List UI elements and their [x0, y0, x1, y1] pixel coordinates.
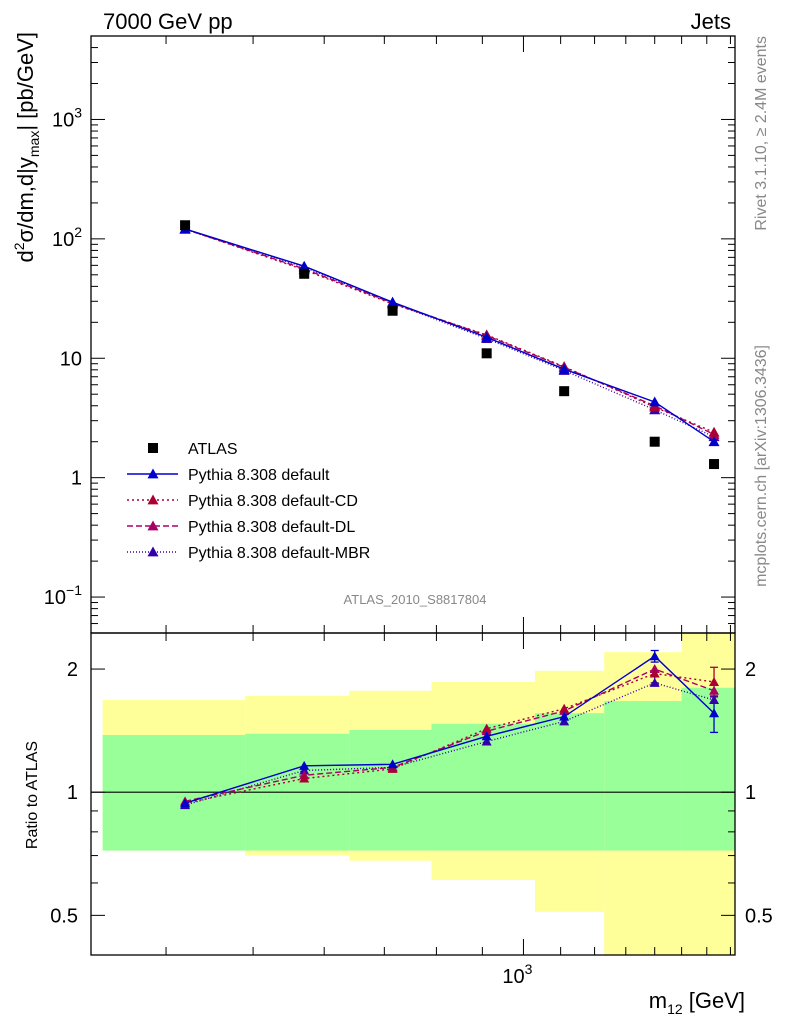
main-ytick-label: 10−1: [44, 582, 82, 609]
ratio-point-pythia-8-308-default-mbr: [649, 677, 660, 687]
process-label: Jets: [691, 9, 731, 34]
ratio-ytick-label-right: 0.5: [745, 905, 773, 927]
main-line-pythia-8-308-default-mbr: [184, 228, 715, 438]
ratio-point-pythia-8-308-default-mbr: [559, 716, 570, 726]
ratio-ytick-label-left: 2: [67, 659, 78, 681]
x-tick-label: 103: [502, 961, 532, 988]
x-axis-label: m12 [GeV]: [649, 988, 745, 1017]
ylabel-end: | [pb/GeV]: [13, 32, 38, 131]
ratio-point-pythia-8-308-default: [180, 798, 191, 808]
ratio-ytick-label-left: 1: [67, 782, 78, 804]
mcplots-label: mcplots.cern.ch [arXiv:1306.3436]: [753, 345, 770, 587]
ratio-point-pythia-8-308-default: [387, 759, 398, 769]
legend-marker-pythia-8-308-default-mbr: [147, 546, 159, 557]
ratio-point-pythia-8-308-default-cd: [387, 763, 398, 773]
energy-label: 7000 GeV pp: [103, 9, 233, 34]
ratio-point-pythia-8-308-default: [649, 651, 660, 661]
main-line-pythia-8-308-default-dl: [184, 228, 715, 436]
ratio-point-pythia-8-308-default-cd: [481, 723, 492, 733]
legend-label-pythia-8-308-default: Pythia 8.308 default: [188, 467, 330, 484]
green-band-bin: [534, 713, 605, 851]
main-frame: [90, 35, 736, 634]
ratio-point-pythia-8-308-default-cd: [559, 703, 570, 713]
legend-marker-pythia-8-308-default-dl: [147, 520, 159, 531]
ratio-point-pythia-8-308-default-cd: [649, 668, 660, 678]
atlas-data-point: [299, 268, 310, 279]
ylabel-d: d: [13, 250, 38, 262]
ratio-plot-area: [180, 649, 720, 810]
ratio-point-pythia-8-308-default-mbr: [481, 736, 492, 746]
ratio-ylabel: Ratio to ATLAS: [24, 741, 41, 849]
rivet-label: Rivet 3.1.10, ≥ 2.4M events: [753, 36, 770, 231]
atlas-data-point: [387, 305, 398, 316]
green-band-bin: [349, 729, 432, 851]
ratio-ytick-label-right: 2: [745, 659, 756, 681]
main-point-pythia-8-308-default: [387, 296, 399, 307]
ratio-ytick-label-right: 1: [745, 782, 756, 804]
ratio-point-pythia-8-308-default-mbr: [709, 695, 720, 705]
legend-label-pythia-8-308-default-cd: Pythia 8.308 default-CD: [188, 493, 358, 510]
main-point-pythia-8-308-default-cd: [649, 401, 661, 412]
legend: ATLAS Pythia 8.308 default Pythia 8.308 de…: [127, 441, 370, 562]
ratio-point-pythia-8-308-default: [709, 708, 720, 718]
main-ytick-label: 102: [52, 224, 82, 251]
atlas-data-point: [180, 220, 191, 231]
main-point-pythia-8-308-default: [481, 331, 493, 342]
legend-label-pythia-8-308-default-dl: Pythia 8.308 default-DL: [188, 519, 355, 536]
green-band-bin: [681, 687, 735, 851]
axis-frames: 10−1 1 10 102 103 0.5 0.5 1 1 2 2 103: [44, 35, 773, 988]
ratio-point-pythia-8-308-default: [299, 760, 310, 770]
legend-marker-pythia-8-308-default: [147, 468, 159, 479]
legend-label-atlas: ATLAS: [188, 441, 238, 458]
legend-marker-pythia-8-308-default-cd: [147, 494, 159, 505]
xlabel-sub: 12: [667, 1001, 683, 1017]
ylabel-rest: σ/dm,d|y: [13, 157, 38, 242]
green-band-bin: [604, 701, 682, 851]
main-ylabel: d2σ/dm,d|ymax| [pb/GeV]: [11, 32, 42, 262]
atlas-data-point: [481, 348, 492, 359]
main-line-pythia-8-308-default: [184, 228, 715, 443]
atlas-data-point: [709, 459, 720, 470]
xlabel-unit: [GeV]: [683, 988, 745, 1013]
main-plot-area: [179, 220, 720, 470]
main-point-pythia-8-308-default: [558, 363, 570, 374]
main-point-pythia-8-308-default: [298, 260, 310, 271]
main-ytick-label: 10: [60, 348, 82, 370]
main-point-pythia-8-308-default: [708, 436, 720, 447]
ratio-point-pythia-8-308-default-mbr: [299, 765, 310, 775]
ratio-point-pythia-8-308-default-cd: [709, 676, 720, 686]
atlas-data-point: [559, 386, 570, 397]
analysis-id-label: ATLAS_2010_S8817804: [344, 592, 487, 607]
ratio-point-pythia-8-308-default: [559, 711, 570, 721]
atlas-data-point: [649, 436, 660, 447]
main-ytick-label: 1: [71, 468, 82, 490]
main-ytick-label: 103: [52, 104, 82, 131]
ratio-point-pythia-8-308-default-dl: [709, 685, 720, 695]
ratio-frame: [90, 632, 736, 956]
legend-marker-atlas: [148, 443, 158, 453]
main-point-pythia-8-308-default: [649, 396, 661, 407]
main-point-pythia-8-308-default-cd: [708, 426, 720, 437]
ylabel-sub: max: [26, 131, 42, 157]
xlabel-m: m: [649, 988, 667, 1013]
legend-label-pythia-8-308-default-mbr: Pythia 8.308 default-MBR: [188, 545, 370, 562]
ratio-point-pythia-8-308-default: [481, 731, 492, 741]
main-line-pythia-8-308-default-cd: [184, 228, 715, 433]
ratio-point-pythia-8-308-default-cd: [299, 773, 310, 783]
ylabel-sup: 2: [11, 242, 27, 250]
ratio-uncertainty-bands: [91, 633, 735, 955]
ratio-ytick-label-left: 0.5: [50, 905, 78, 927]
